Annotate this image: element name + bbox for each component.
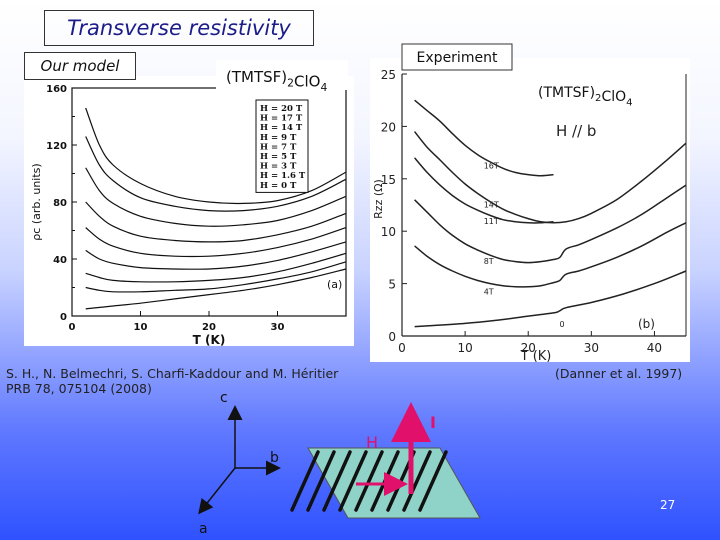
- y-tick-label: 0: [60, 312, 67, 323]
- panel-label: (b): [638, 317, 655, 331]
- legend-entry: H = 0 T: [260, 181, 297, 191]
- series-line: [414, 184, 687, 264]
- series-line: [85, 201, 347, 243]
- field-label: H: [366, 433, 378, 452]
- series-line: [85, 241, 347, 270]
- x-tick-label: 10: [134, 322, 148, 333]
- series-line: [414, 157, 554, 224]
- y-tick-label: 0: [388, 330, 396, 344]
- field-direction-annotation: H // b: [556, 122, 596, 140]
- slide-title: Transverse resistivity: [44, 10, 314, 46]
- y-tick-label: 160: [46, 84, 67, 95]
- series-label: 8T: [484, 257, 494, 266]
- series-line: [85, 107, 347, 205]
- x-tick-label: 30: [271, 322, 285, 333]
- series-line: [85, 167, 347, 227]
- legend-entry: H = 1.6 T: [260, 171, 306, 181]
- series-line: [414, 131, 687, 224]
- y-tick-label: 15: [381, 173, 396, 187]
- a-axis: [198, 467, 236, 515]
- b-axis-label: b: [270, 450, 279, 466]
- series-label: 16T: [484, 162, 499, 171]
- legend-entry: H = 14 T: [260, 123, 303, 133]
- series-label: 0: [559, 320, 564, 329]
- current-label: I: [430, 413, 436, 432]
- model-resistivity-chart: 0 40 80 120 160 0 10 20 30 T (K) ρc (arb. units) H …: [24, 76, 354, 346]
- y-tick-label: 5: [388, 278, 396, 292]
- x-tick-label: 10: [457, 341, 472, 355]
- legend-entry: H = 9 T: [260, 133, 297, 143]
- x-tick-label: 0: [398, 341, 406, 355]
- legend-entry: H = 3 T: [260, 162, 297, 172]
- series-label: 14T: [484, 200, 499, 209]
- series-line: [85, 252, 347, 283]
- x-tick-label: 0: [69, 322, 76, 333]
- series-label: 11T: [484, 217, 499, 226]
- y-axis-label: Rzz (Ω): [372, 179, 385, 219]
- y-axis-label: ρc (arb. units): [30, 163, 43, 240]
- experiment-reference: (Danner et al. 1997): [555, 366, 683, 381]
- series-line: [414, 222, 687, 288]
- legend-box: [255, 99, 309, 193]
- x-tick-label: 20: [521, 341, 536, 355]
- model-reference: S. H., N. Belmechri, S. Charfi-Kaddour a…: [6, 366, 339, 396]
- x-tick-label: 30: [584, 341, 599, 355]
- y-tick-label: 120: [46, 141, 67, 152]
- page-number: 27: [660, 498, 676, 512]
- y-tick-label: 20: [381, 120, 396, 134]
- series-label: 4T: [484, 287, 494, 296]
- x-tick-label: 40: [647, 341, 662, 355]
- y-tick-label: 10: [381, 225, 396, 239]
- our-model-label: Our model: [24, 52, 136, 80]
- series-line: [414, 99, 554, 177]
- conducting-plane: [307, 447, 481, 519]
- x-axis-label: T (K): [193, 333, 226, 346]
- legend-entry: H = 17 T: [260, 114, 303, 124]
- legend-entry: H = 5 T: [260, 152, 297, 162]
- series-line: [85, 268, 347, 310]
- legend-entry: H = 20 T: [260, 104, 303, 114]
- y-tick-label: 25: [381, 68, 396, 82]
- series-line: [85, 227, 347, 258]
- y-tick-label: 80: [53, 198, 67, 209]
- x-tick-label: 20: [202, 322, 216, 333]
- molecular-chains: [290, 450, 448, 512]
- series-line: [414, 270, 687, 328]
- a-axis-label: a: [199, 521, 208, 537]
- panel-label: (a): [327, 278, 342, 291]
- series-line: [85, 136, 347, 212]
- experiment-resistivity-chart: 0 5 10 15 20 25 0 10 20 30 40 T (K) Rzz (Ω) H // b (b)…: [370, 58, 690, 362]
- legend-entry: H = 7 T: [260, 142, 297, 152]
- series-line: [85, 261, 347, 293]
- y-tick-label: 40: [53, 255, 67, 266]
- x-axis-label: T (K): [520, 349, 552, 362]
